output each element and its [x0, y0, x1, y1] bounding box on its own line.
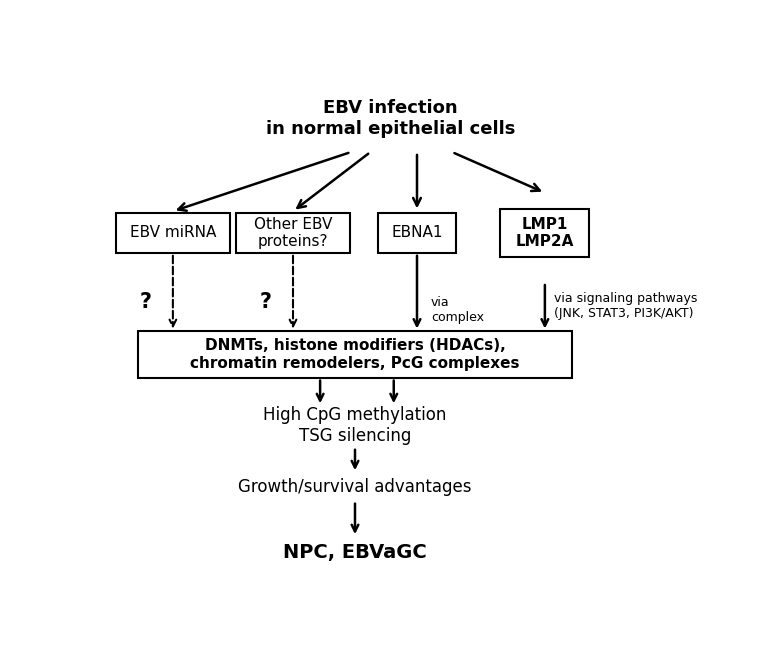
Text: ?: ?: [260, 292, 272, 312]
Text: LMP1
LMP2A: LMP1 LMP2A: [516, 217, 574, 249]
Text: Other EBV
proteins?: Other EBV proteins?: [254, 217, 332, 249]
Bar: [501, 209, 590, 257]
Bar: [378, 213, 456, 253]
Text: DNMTs, histone modifiers (HDACs),
chromatin remodelers, PcG complexes: DNMTs, histone modifiers (HDACs), chroma…: [190, 338, 520, 371]
Bar: [236, 213, 350, 253]
Text: via
complex: via complex: [431, 296, 484, 324]
Text: EBV miRNA: EBV miRNA: [130, 225, 216, 240]
Text: High CpG methylation
TSG silencing: High CpG methylation TSG silencing: [263, 406, 446, 445]
Text: NPC, EBVaGC: NPC, EBVaGC: [283, 543, 427, 562]
Text: Growth/survival advantages: Growth/survival advantages: [238, 478, 472, 496]
Text: via signaling pathways
(JNK, STAT3, PI3K/AKT): via signaling pathways (JNK, STAT3, PI3K…: [554, 292, 697, 320]
Text: ?: ?: [140, 292, 152, 312]
Text: EBV infection
in normal epithelial cells: EBV infection in normal epithelial cells: [266, 99, 515, 138]
Bar: [115, 213, 230, 253]
Bar: [138, 331, 572, 378]
Text: EBNA1: EBNA1: [391, 225, 443, 240]
